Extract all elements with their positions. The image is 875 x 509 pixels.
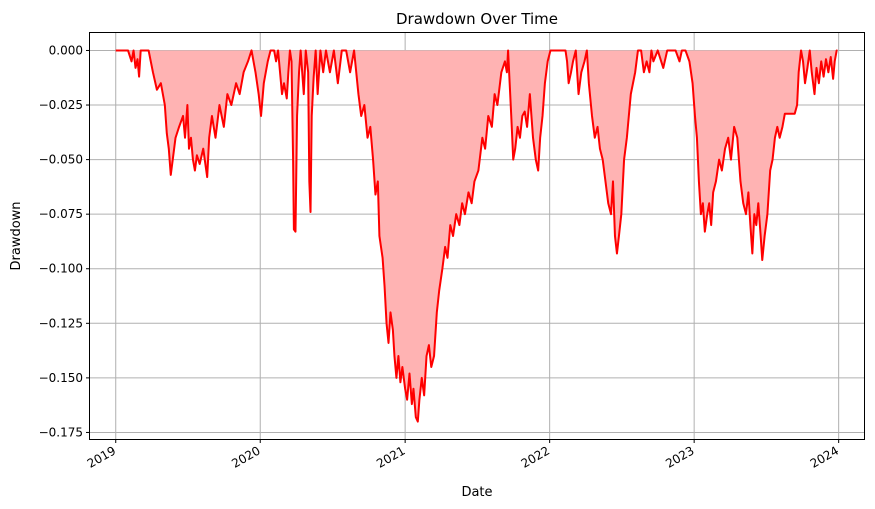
y-tick-label: −0.100 <box>39 262 83 276</box>
x-axis-title: Date <box>461 485 492 500</box>
y-tick-label: −0.075 <box>39 207 83 221</box>
drawdown-line <box>115 49 838 423</box>
y-tick-label: −0.150 <box>39 371 83 385</box>
y-tick-label: −0.025 <box>39 98 83 112</box>
y-axis-title: Drawdown <box>9 201 24 270</box>
y-tick-label: −0.050 <box>39 153 83 167</box>
y-tick-label: −0.175 <box>39 425 83 439</box>
y-axis: 0.000 −0.025 −0.050 −0.075 −0.100 −0.125 −0.15… <box>39 43 90 439</box>
y-tick-label: −0.125 <box>39 316 83 330</box>
chart-title: Drawdown Over Time <box>396 10 558 28</box>
y-tick-label: 0.000 <box>49 43 83 57</box>
plot-frame <box>89 32 865 440</box>
